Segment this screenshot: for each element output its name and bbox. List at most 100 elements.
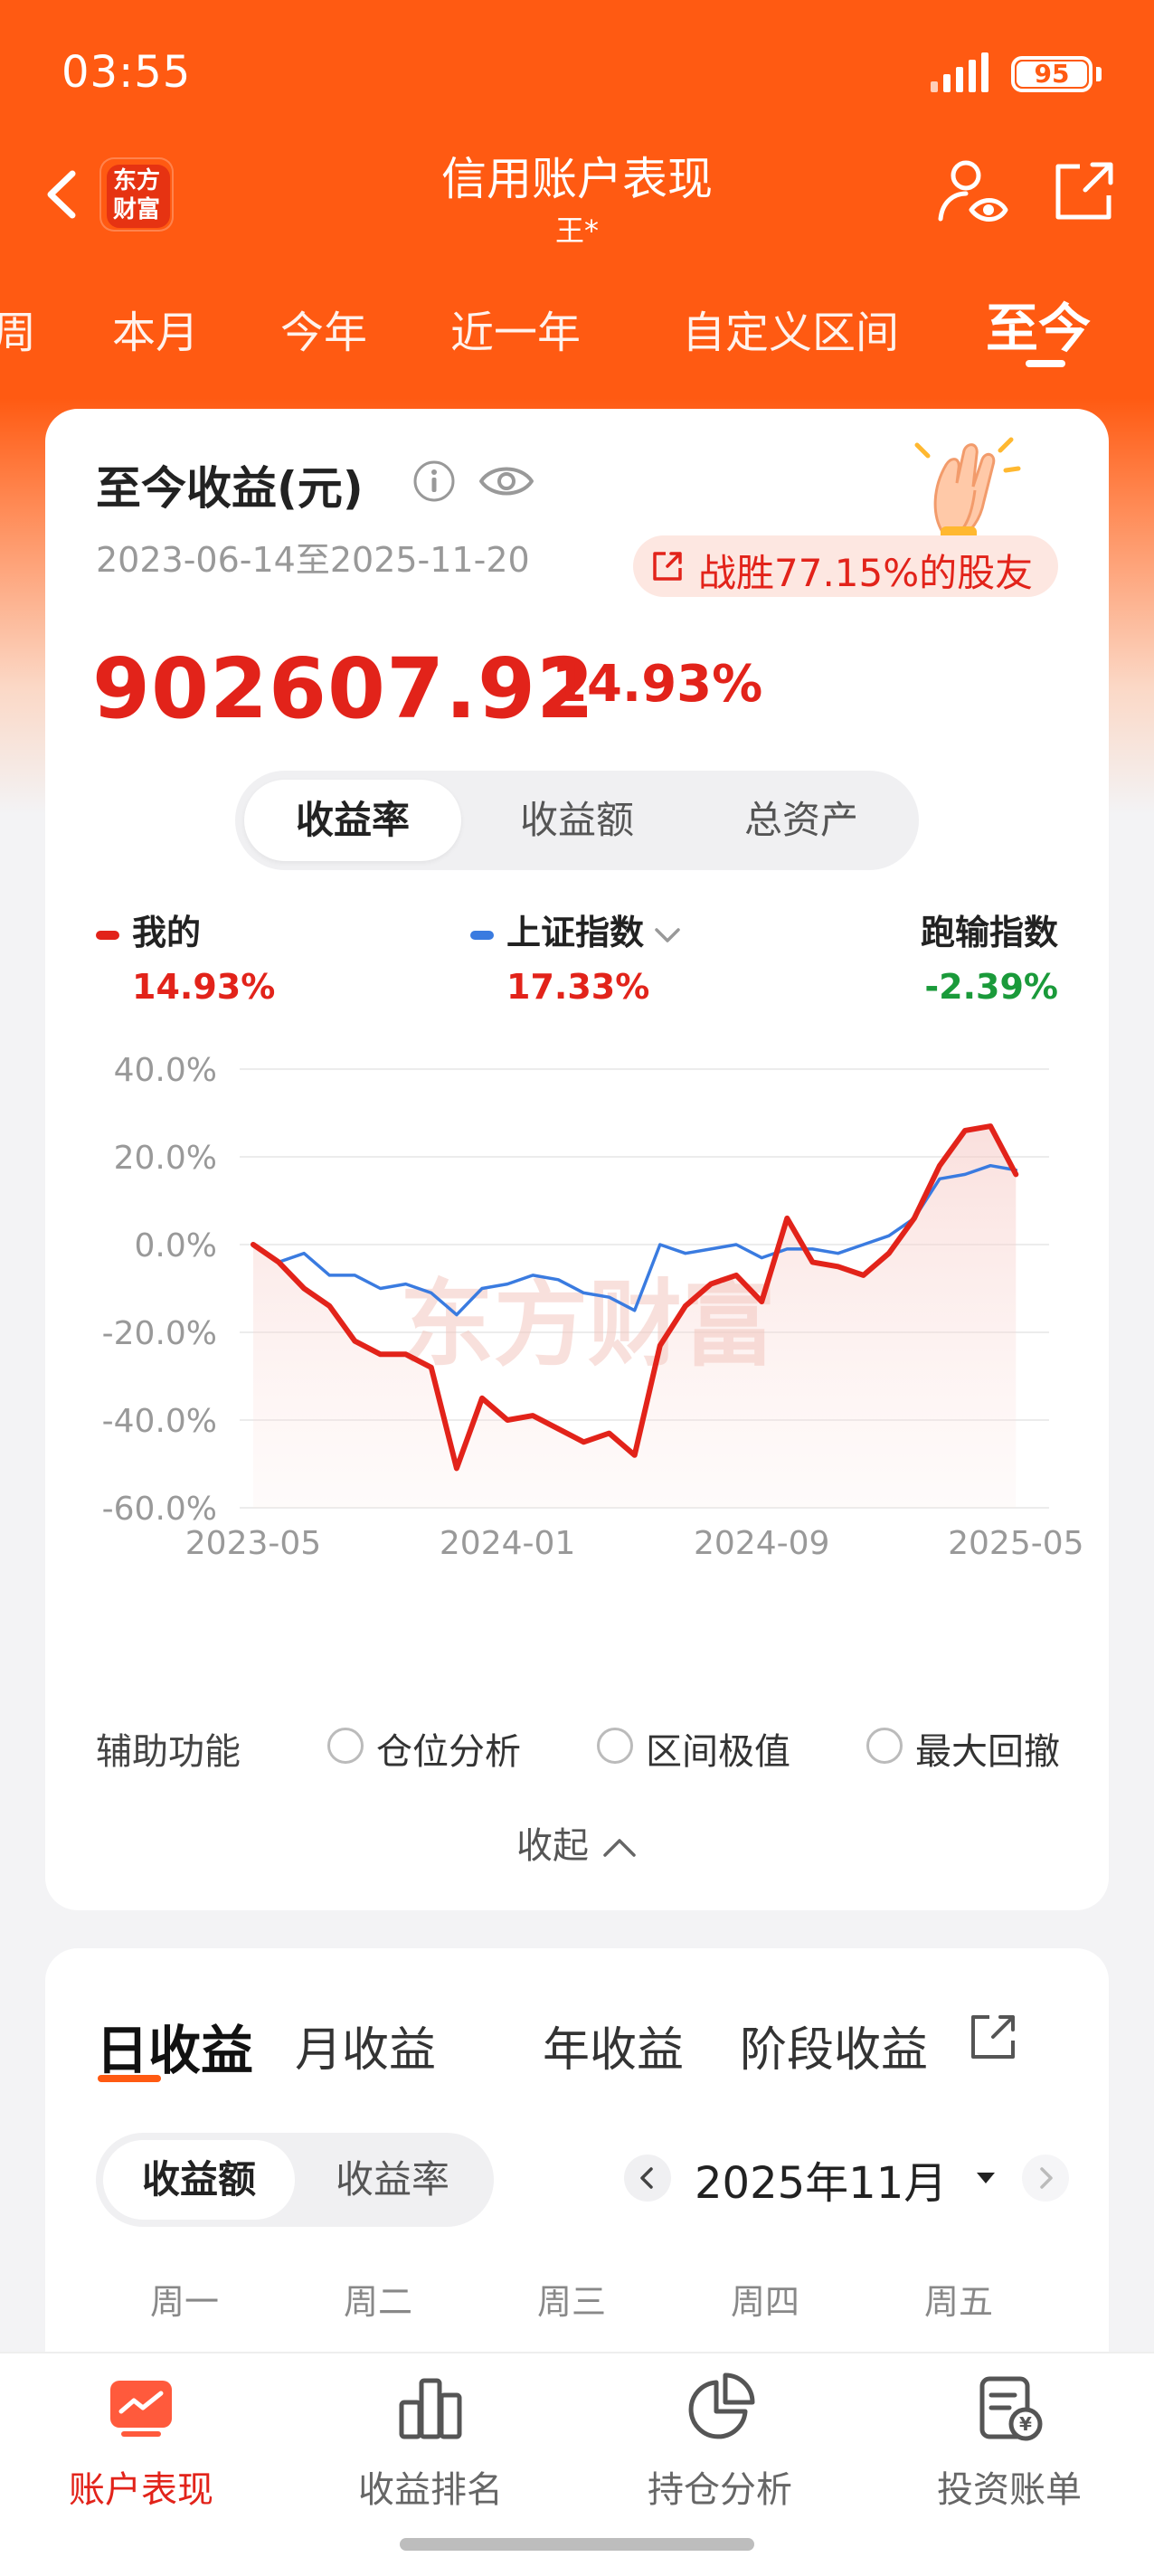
bottom-nav-holdings[interactable]: 持仓分析 [602,2372,837,2513]
legend-value-index: 17.33% [506,967,650,1007]
legend-swatch-mine [96,930,119,940]
period-tabs: 周 本月 今年 近一年 自定义区间 至今 [0,280,1154,371]
eastmoney-logo: 东方 财富 [99,157,174,232]
tab-this-month[interactable]: 本月 [112,308,200,358]
back-arrow-icon[interactable] [36,163,90,226]
earnings-tabs: 日收益 月收益 年收益 阶段收益 [96,2012,1073,2102]
battery-level: 95 [1017,62,1087,87]
chevron-right-icon[interactable] [1022,2155,1069,2202]
radio-position-analysis[interactable] [327,1728,364,1764]
collapse-button[interactable]: 收起 [45,1816,1109,1869]
x-tick-label: 2024-01 [440,1525,575,1562]
month-label[interactable]: 2025年11月 [695,2158,948,2209]
x-tick-label: 2024-09 [694,1525,829,1562]
legend-label-index: 上证指数 [506,913,645,952]
chevron-left-icon[interactable] [624,2155,671,2202]
legend-value-mine: 14.93% [132,967,276,1007]
caret-down-icon[interactable] [975,2171,997,2185]
legend-label-gap: 跑输指数 [920,913,1058,952]
legend-mine: 我的 14.93% [96,904,275,1007]
toggle-return-rate[interactable]: 收益率 [244,780,461,861]
series-line-mine [251,1123,1019,1472]
pnl-value: 902607.92 [92,640,596,737]
option-range-extremes[interactable]: 区间极值 [646,1731,790,1773]
pnl-percent: 14.93% [552,655,763,714]
chart-watermark: 东方财富 [400,1269,776,1379]
series-line-index [251,1163,1018,1317]
logo-text: 东方 财富 [101,166,172,224]
earnings-metric-toggle: 收益额 收益率 [96,2133,494,2227]
radio-range-extremes[interactable] [597,1728,633,1764]
return-chart[interactable]: 东方财富 40.0% 20.0% 0.0% -20.0% -40.0% -60.0% 20… [45,1024,1109,1693]
y-tick-label: -20.0% [102,1315,217,1352]
y-tick-label: 40.0% [114,1052,217,1089]
tab-yearly-earnings[interactable]: 年收益 [543,2023,685,2078]
tab-this-year[interactable]: 今年 [280,308,368,358]
logo-text-line-2: 财富 [112,196,160,223]
aux-functions: 辅助功能 仓位分析 区间极值 最大回撤 [96,1717,1073,1773]
weekday-thu: 周四 [730,2282,799,2322]
bottom-nav-bill[interactable]: ¥ 投资账单 [892,2372,1127,2513]
collapse-label: 收起 [516,1825,589,1867]
status-time: 03:55 [61,47,192,98]
tab-last-year[interactable]: 近一年 [450,308,582,358]
tab-custom-range[interactable]: 自定义区间 [682,308,900,358]
nav-bar: 东方 财富 信用账户表现 王* [0,136,1154,253]
logo-mark [107,165,170,228]
ranking-icon [399,2378,462,2439]
earnings-tab-indicator [98,2075,161,2082]
share-icon[interactable] [1049,157,1118,226]
bottom-nav-ranking[interactable]: 收益排名 [313,2372,548,2513]
tab-week[interactable]: 周 [0,308,37,358]
date-range: 2023-06-14至2025-11-20 [96,540,530,580]
bottom-nav-account-performance[interactable]: 账户表现 [24,2372,259,2513]
bottom-nav-label: 账户表现 [69,2469,213,2511]
y-tick-label: 0.0% [135,1227,217,1264]
legend-index[interactable]: 上证指数 17.33% [470,904,684,1007]
battery-tip [1096,67,1102,81]
pie-chart-icon [688,2372,755,2439]
series-area-mine [253,1126,1017,1508]
toggle-earnings-amount[interactable]: 收益额 [103,2140,295,2220]
weekday-wed: 周三 [536,2282,606,2322]
option-position-analysis[interactable]: 仓位分析 [376,1731,521,1773]
toggle-return-amount[interactable]: 收益额 [519,798,634,842]
battery-icon: 95 [1011,56,1093,92]
eye-icon[interactable] [478,459,535,503]
toggle-total-assets[interactable]: 总资产 [743,798,858,842]
beat-peers-badge[interactable]: 战胜77.15%的股友 [633,535,1058,597]
tab-period-earnings[interactable]: 阶段收益 [740,2023,929,2078]
weekday-mon: 周一 [149,2282,219,2322]
performance-card: 至今收益(元) 2023-06-14至2025-11-20 战胜77.15%的股… [45,409,1109,1910]
option-max-drawdown[interactable]: 最大回撤 [915,1731,1060,1773]
tab-monthly-earnings[interactable]: 月收益 [295,2023,437,2078]
user-privacy-icon[interactable] [933,154,1009,230]
logo-text-line-1: 东方 [112,167,160,194]
y-tick-label: -40.0% [102,1403,217,1440]
radio-max-drawdown[interactable] [866,1728,903,1764]
legend-gap: 跑输指数 -2.39% [913,904,1058,1007]
y-tick-label: -60.0% [102,1491,217,1528]
export-icon[interactable] [964,2008,1022,2066]
account-holder: 王* [554,213,599,248]
chevron-down-icon[interactable] [651,924,684,946]
toggle-earnings-rate[interactable]: 收益率 [335,2157,449,2202]
active-tab-indicator [1026,360,1065,367]
x-tick-label: 2023-05 [185,1525,321,1562]
bill-icon: ¥ [979,2376,1043,2441]
clapping-hands-icon [914,437,1021,543]
tab-daily-earnings[interactable]: 日收益 [96,2020,254,2081]
bottom-nav-label: 持仓分析 [648,2469,792,2511]
y-tick-label: 20.0% [114,1140,217,1177]
account-performance-icon [110,2381,172,2437]
chevron-up-icon [603,1839,636,1857]
page-title: 信用账户表现 [441,153,713,205]
legend-value-gap: -2.39% [924,967,1058,1007]
weekday-fri: 周五 [923,2282,993,2322]
bottom-nav-label: 收益排名 [358,2469,503,2511]
status-bar: 03:55 95 [0,0,1154,136]
beat-peers-text: 战胜77.15%的股友 [698,551,1034,595]
info-icon[interactable] [412,459,456,503]
pnl-title: 至今收益(元) [96,462,364,515]
tab-to-date[interactable]: 至今 [986,298,1092,359]
